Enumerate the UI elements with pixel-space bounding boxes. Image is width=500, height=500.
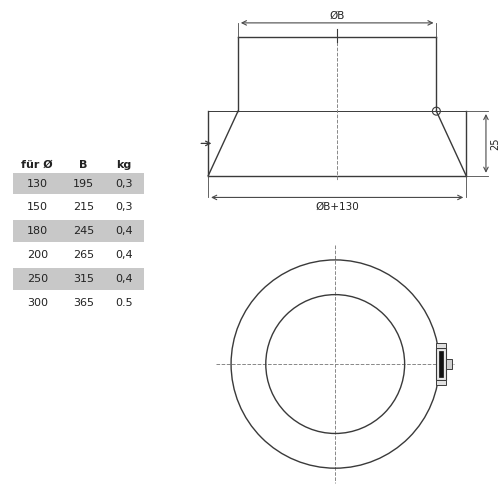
Text: 150: 150: [26, 202, 48, 212]
Bar: [436, 380, 446, 385]
Text: 300: 300: [26, 298, 48, 308]
Text: 0,4: 0,4: [115, 274, 133, 284]
Text: 0.5: 0.5: [115, 298, 133, 308]
Text: 0,4: 0,4: [115, 226, 133, 236]
Bar: [436, 348, 446, 380]
Text: 315: 315: [73, 274, 94, 284]
Bar: [446, 359, 452, 369]
Text: 365: 365: [73, 298, 94, 308]
Text: für Ø: für Ø: [22, 160, 53, 170]
Bar: [436, 343, 446, 348]
Text: ØB: ØB: [330, 11, 345, 21]
Text: 200: 200: [26, 250, 48, 260]
Text: 130: 130: [26, 178, 48, 188]
Text: 250: 250: [26, 274, 48, 284]
Text: 195: 195: [72, 178, 94, 188]
Text: 0,4: 0,4: [115, 250, 133, 260]
Bar: [13, 220, 144, 242]
Text: ØB+130: ØB+130: [316, 202, 359, 211]
Text: 215: 215: [72, 202, 94, 212]
Text: kg: kg: [116, 160, 132, 170]
Text: 0,3: 0,3: [115, 202, 132, 212]
Text: B: B: [79, 160, 88, 170]
Bar: [13, 268, 144, 289]
Text: 245: 245: [72, 226, 94, 236]
Bar: [440, 351, 444, 377]
Text: 265: 265: [72, 250, 94, 260]
Text: 180: 180: [26, 226, 48, 236]
Text: 25: 25: [490, 137, 500, 149]
Text: 0,3: 0,3: [115, 178, 132, 188]
Bar: [13, 172, 144, 195]
